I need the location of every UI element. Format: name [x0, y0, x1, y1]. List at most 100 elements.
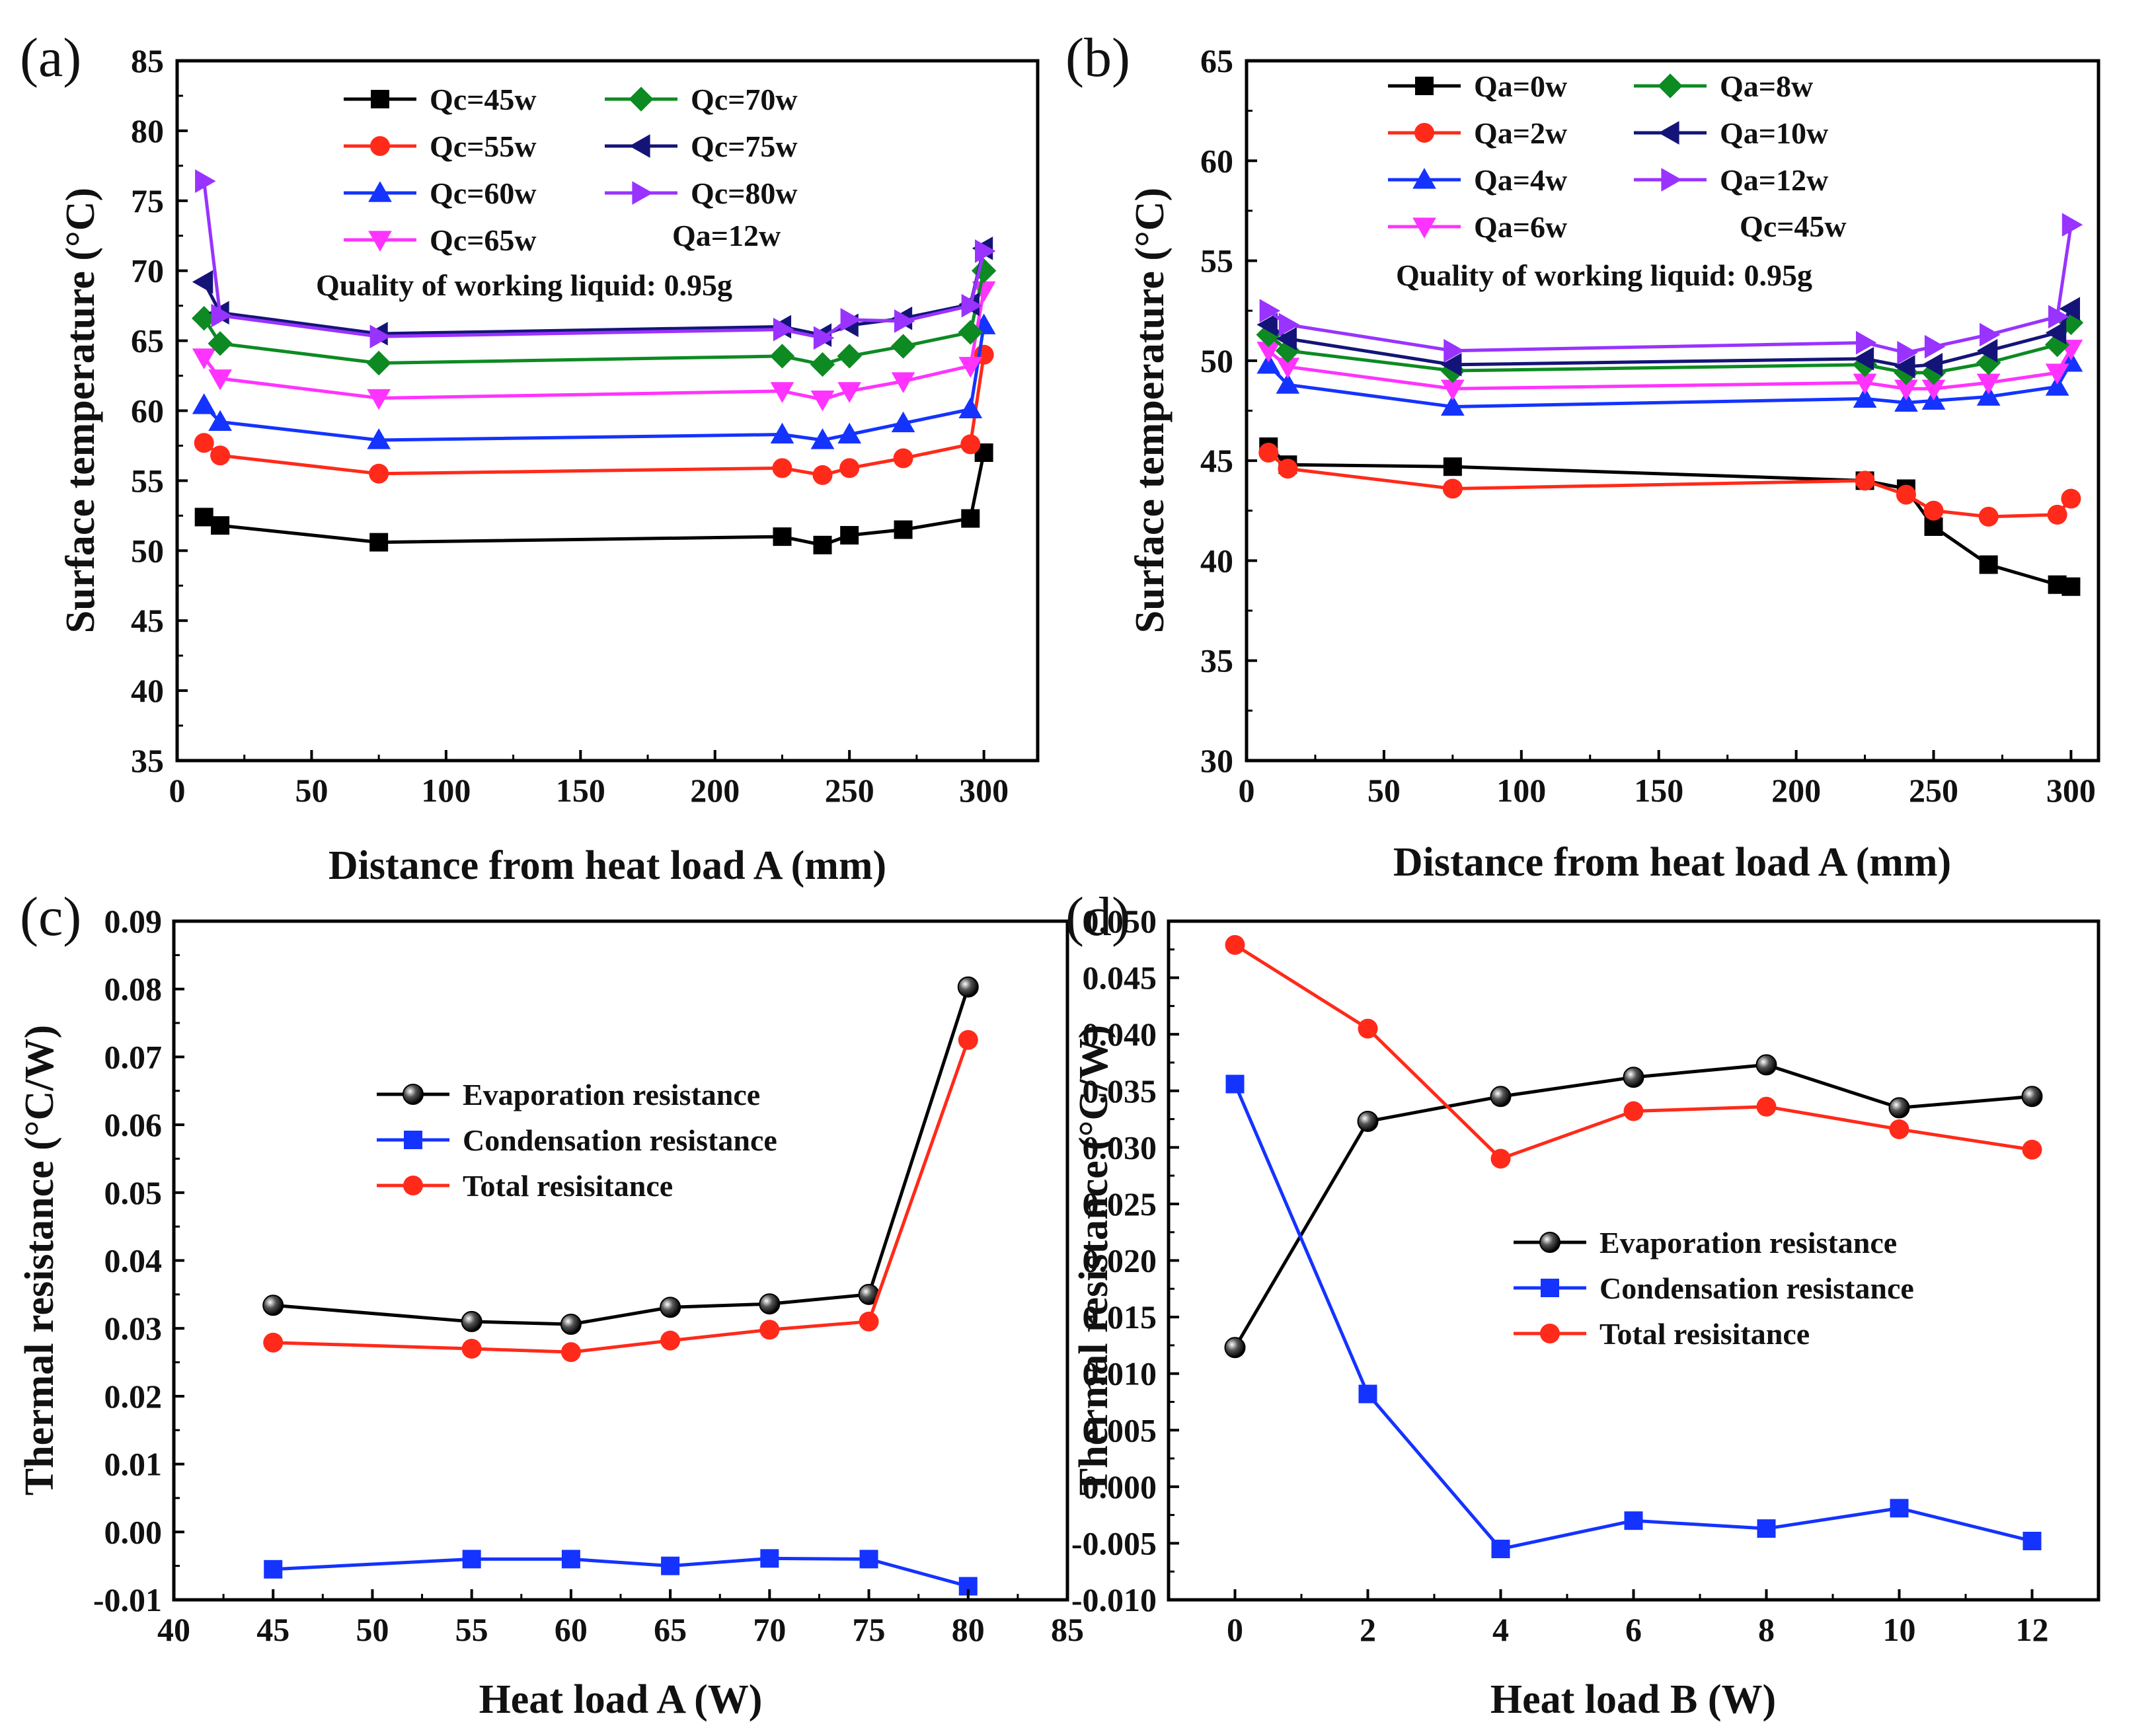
panel-a-series-6-point [894, 309, 915, 333]
panel-d-y-tick-label: 0.025 [1083, 1185, 1157, 1222]
panel-d-series-1-point [1757, 1519, 1776, 1538]
panel-b-series-5-point [1976, 338, 1998, 363]
panel-c-y-tick-label: 0.04 [104, 1242, 163, 1279]
panel-c-series-0-point [560, 1314, 582, 1335]
panel-b-legend-marker-0 [1415, 77, 1434, 95]
panel-a-y-tick-label: 80 [131, 112, 164, 149]
panel-b-series-4-point [1921, 360, 1946, 385]
panel-a-series-6-point [773, 317, 794, 342]
panel-d-label: (d) [1065, 886, 1130, 948]
panel-c-series-1-point [561, 1550, 580, 1569]
panel-b-series-1-point [1923, 500, 1944, 521]
panel-c-series-2-point [958, 1030, 978, 1050]
panel-d-y-axis-title: Thermal resistance (°C/W) [1071, 1025, 1116, 1495]
panel-d-series-0-point [1490, 1086, 1512, 1108]
panel-b-x-tick-label: 200 [1771, 772, 1821, 809]
panel-b-series-3-point [1256, 342, 1281, 363]
panel-a-y-tick-label: 40 [131, 672, 164, 709]
panel-d-y-tick-label: 0.005 [1083, 1411, 1157, 1448]
panel-b-y-tick-label: 60 [1200, 142, 1233, 179]
panel-c-x-tick-label: 50 [356, 1611, 389, 1648]
panel-a-series-4-point [890, 334, 916, 359]
panel-b-legend: Qa=0w Qa=2w Qa=4w Qa=6w Qa=8w Qa=10w Qa=12w [1388, 69, 1828, 244]
panel-d-x-tick-label: 6 [1625, 1611, 1642, 1648]
panel-b-x-tick-label: 0 [1239, 772, 1255, 809]
panel-d-y-tick-label: -0.005 [1071, 1524, 1157, 1561]
panel-c-x-axis-title: Heat load A (W) [479, 1677, 763, 1722]
panel-b-series-6-point [1259, 299, 1281, 323]
panel-c-x-tick-label: 60 [555, 1611, 588, 1648]
panel-d-y-tick-label: 0.040 [1083, 1016, 1157, 1053]
panel-c-series-2-point [759, 1320, 780, 1340]
panel-c-x-tick-label: 80 [952, 1611, 985, 1648]
panel-a-series-3-point [810, 390, 835, 412]
panel-b-series-5-point [1921, 353, 1943, 377]
panel-d-legend-marker-0 [1539, 1232, 1560, 1253]
panel-c-series-0-point [660, 1297, 681, 1318]
panel-c-y-tick-label: 0.06 [104, 1106, 163, 1143]
panel-b-series-3-point [1894, 379, 1918, 401]
panel-b-series-6-point [1855, 330, 1877, 355]
panel-a-series-2-point [208, 410, 232, 432]
panel-a-series-4-point [366, 350, 391, 376]
panel-b-series-6-point [1444, 338, 1465, 363]
panel-a-legend-marker-1 [370, 136, 390, 156]
panel-d-x-tick-label: 8 [1758, 1611, 1775, 1648]
panel-a-y-tick-label: 65 [131, 322, 164, 359]
panel-a-series-3-point [367, 389, 391, 410]
panel-b-legend-label-3: Qa=6w [1474, 210, 1567, 244]
panel-d-x-ticks: 0 2 4 6 8 10 12 [1227, 1589, 2049, 1648]
panel-a-legend-marker-5 [629, 134, 650, 158]
panel-a-y-tick-label: 75 [131, 182, 164, 219]
panel-c-label: (c) [20, 886, 81, 948]
panel-b-x-tick-label: 100 [1496, 772, 1546, 809]
panel-b-series-4-point [1275, 338, 1301, 363]
panel-a-series-2-point [958, 397, 983, 418]
panel-a-legend-marker-2 [368, 181, 392, 202]
panel-b-series-5-point [2059, 297, 2081, 321]
panel-b-series-0-point [1443, 457, 1462, 476]
panel-a-series-1-point [369, 463, 389, 484]
panel-a-series-1-point [893, 448, 913, 469]
panel-d-series-1-point [1624, 1511, 1643, 1530]
panel-b-series-3-point [1853, 373, 1877, 395]
panel-b-series-6-point [1897, 340, 1918, 365]
panel-b-series-6-point [2048, 305, 2069, 329]
panel-a-y-tick-label: 55 [131, 462, 164, 499]
panel-a-series-2-point [192, 393, 216, 414]
panel-d-x-tick-label: 0 [1227, 1611, 1243, 1648]
panel-a-x-tick-label: 50 [295, 772, 328, 809]
panel-b-legend-marker-5 [1658, 121, 1679, 145]
panel-c-x-tick-label: 40 [157, 1611, 190, 1648]
panel-d-series-0-point [1623, 1067, 1644, 1088]
panel-b-series-2-point [1853, 387, 1877, 408]
panel-b-series-2-point [1276, 373, 1300, 394]
panel-b-x-ticks: 0 50 100 150 200 250 300 [1239, 750, 2096, 809]
panel-b-series-3-point [1441, 379, 1465, 401]
panel-c-series-2-point [263, 1332, 284, 1353]
panel-d-series-1-point [1358, 1384, 1377, 1404]
panel-a-legend-label-2: Qc=60w [430, 176, 537, 210]
panel-c-legend-marker-1 [404, 1131, 422, 1149]
panel-d-legend-marker-2 [1540, 1324, 1560, 1343]
panel-a-series-6-point [840, 307, 862, 332]
panel-a-y-tick-label: 45 [131, 602, 164, 639]
panel-b-series-3-point [2045, 363, 2069, 385]
panel-b-legend-marker-2 [1412, 168, 1436, 189]
panel-a-label: (a) [20, 27, 81, 89]
panel-c-series-1-point [661, 1556, 680, 1575]
panel-b-x-tick-label: 150 [1634, 772, 1683, 809]
panel-b-series-6-point [1980, 322, 2001, 347]
panel-a-y-tick-label: 60 [131, 393, 164, 430]
panel-b-series-0-point [2061, 577, 2081, 596]
panel-a-legend-label-1: Qc=55w [430, 130, 537, 163]
panel-d-series-2-point [2022, 1139, 2042, 1160]
panel-b-series-1-point [1442, 478, 1463, 499]
panel-b-series-6-point [2061, 213, 2083, 237]
panel-a-series-3-point [192, 348, 216, 369]
panel-c-y-tick-label: 0.09 [104, 903, 163, 940]
panel-b-legend-label-2: Qa=4w [1474, 163, 1567, 197]
panel-a-y-tick-label: 50 [131, 532, 164, 569]
